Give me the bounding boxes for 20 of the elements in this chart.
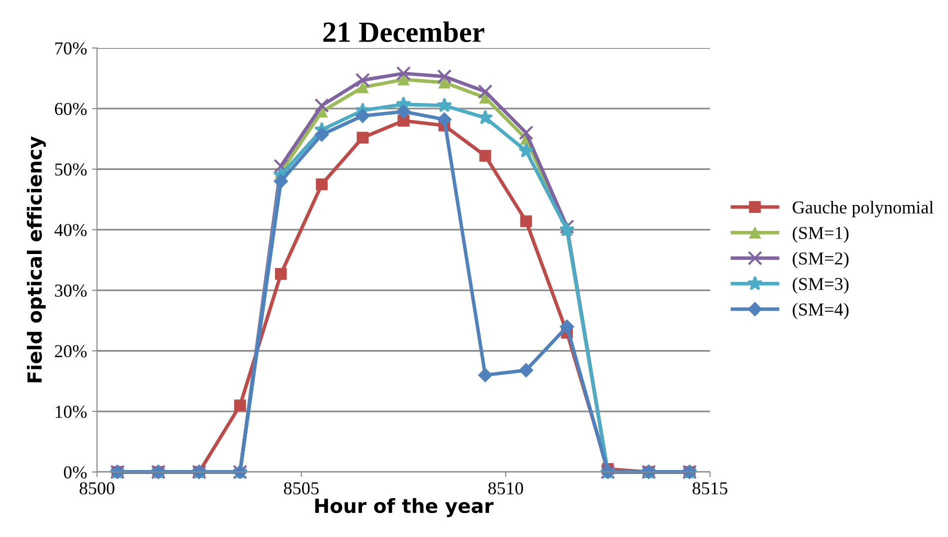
chart-title: 21 December (323, 22, 484, 42)
legend-label: (SM=3) (792, 277, 848, 294)
y-tick-label: 0% (64, 466, 87, 478)
legend-label: Gauche polynomial (792, 200, 934, 218)
y-tick-label: 30% (55, 284, 87, 297)
legend-label: (SM=1) (792, 226, 848, 243)
x-tick-label: 8515 (692, 482, 728, 494)
x-axis-title: Hour of the year (315, 498, 494, 518)
x-tick-label: 8505 (284, 482, 319, 494)
legend-label: (SM=4) (792, 302, 848, 320)
y-tick-label: 50% (55, 163, 87, 176)
y-tick-label: 40% (54, 224, 87, 236)
legend-label: (SM=2) (792, 252, 848, 268)
y-axis-title: Field optical efficiency (26, 136, 46, 382)
y-tick-label: 20% (54, 345, 87, 358)
y-tick-label: 70% (55, 42, 87, 54)
y-tick-label: 60% (54, 102, 87, 116)
y-tick-label: 10% (56, 406, 87, 418)
x-tick-label: 8500 (80, 482, 114, 494)
x-tick-label: 8510 (488, 482, 524, 494)
